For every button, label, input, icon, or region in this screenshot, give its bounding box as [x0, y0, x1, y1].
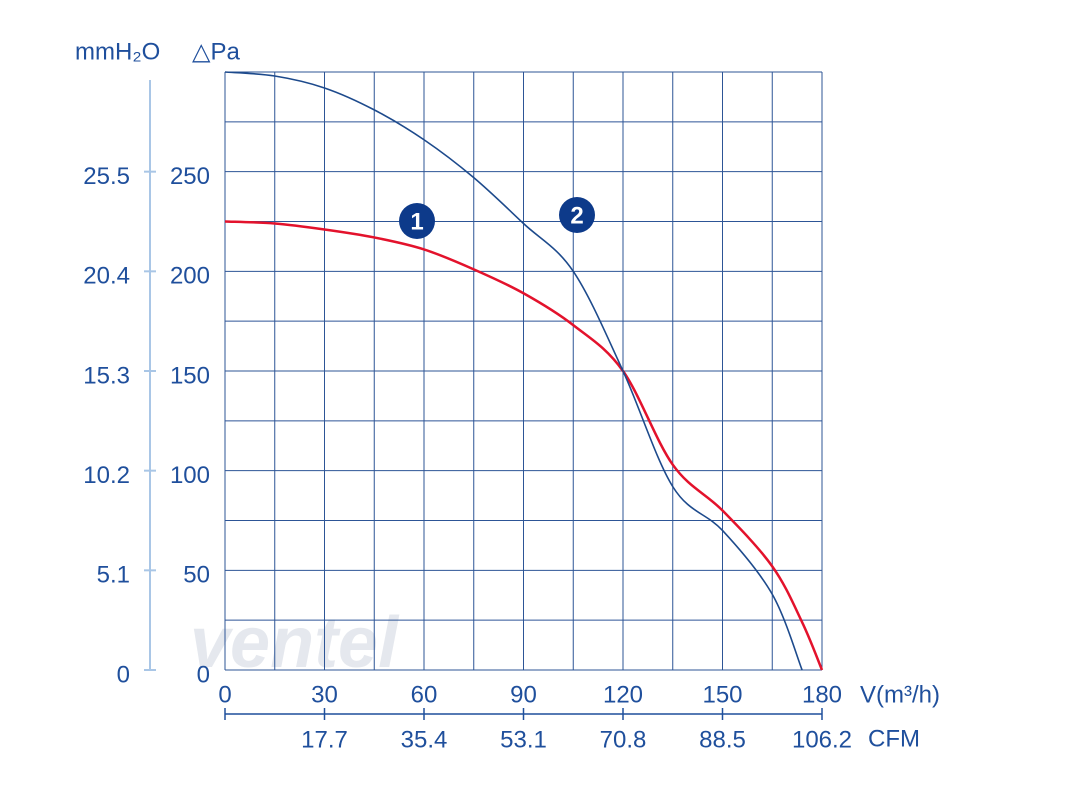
x-axis-label: V(m³/h): [860, 681, 940, 708]
curve: [224, 220, 824, 671]
y-tick-label: 250: [170, 163, 210, 190]
y2-tick-label: 0: [117, 661, 130, 688]
y2-tick-label: 10.2: [83, 462, 130, 489]
x2-tick-label: 106.2: [792, 726, 852, 753]
y2-axis-label: △Pa: [192, 38, 240, 65]
curve-label-badge: [399, 203, 435, 239]
x-tick-label: 180: [802, 681, 842, 708]
x2-tick-label: 17.7: [301, 726, 348, 753]
curve: [224, 71, 803, 671]
x2-tick-label: 70.8: [600, 726, 647, 753]
curve-label: 1: [410, 208, 423, 235]
x-tick-label: 60: [411, 681, 438, 708]
x-tick-label: 150: [702, 681, 742, 708]
y2-tick-label: 25.5: [83, 163, 130, 190]
x-tick-label: 0: [218, 681, 231, 708]
y2-tick-label: 15.3: [83, 362, 130, 389]
y-axis-label: mmH₂O: [75, 38, 160, 65]
curve-label: 2: [570, 202, 583, 229]
y2-tick-label: 5.1: [97, 562, 130, 589]
x2-tick-label: 35.4: [401, 726, 448, 753]
y-tick-label: 0: [197, 661, 210, 688]
y-tick-label: 100: [170, 462, 210, 489]
x-tick-label: 30: [311, 681, 338, 708]
y2-tick-label: 20.4: [83, 263, 130, 290]
x-tick-label: 90: [510, 681, 537, 708]
x2-tick-label: 53.1: [500, 726, 547, 753]
curve-label-badge: [559, 197, 595, 233]
y-tick-label: 200: [170, 263, 210, 290]
x-tick-label: 120: [603, 681, 643, 708]
watermark: ventel: [190, 603, 400, 683]
x2-axis-label: CFM: [868, 725, 920, 752]
x2-tick-label: 88.5: [699, 726, 746, 753]
y-tick-label: 50: [183, 562, 210, 589]
y-tick-label: 150: [170, 362, 210, 389]
